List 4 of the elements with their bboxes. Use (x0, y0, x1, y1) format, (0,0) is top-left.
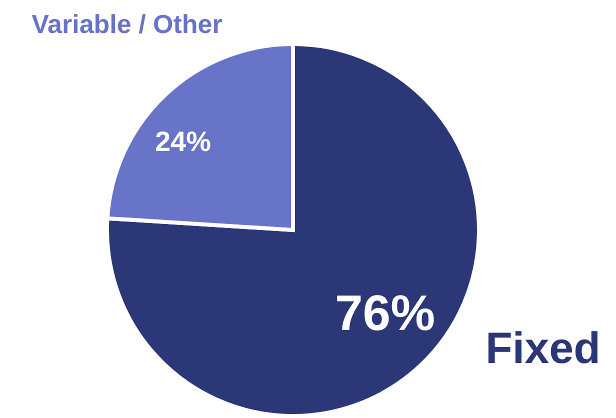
slice-label: Fixed (486, 324, 600, 373)
data-label: 76% (334, 285, 436, 341)
slice-label: Variable / Other (32, 9, 222, 39)
data-label: 24% (154, 126, 212, 157)
